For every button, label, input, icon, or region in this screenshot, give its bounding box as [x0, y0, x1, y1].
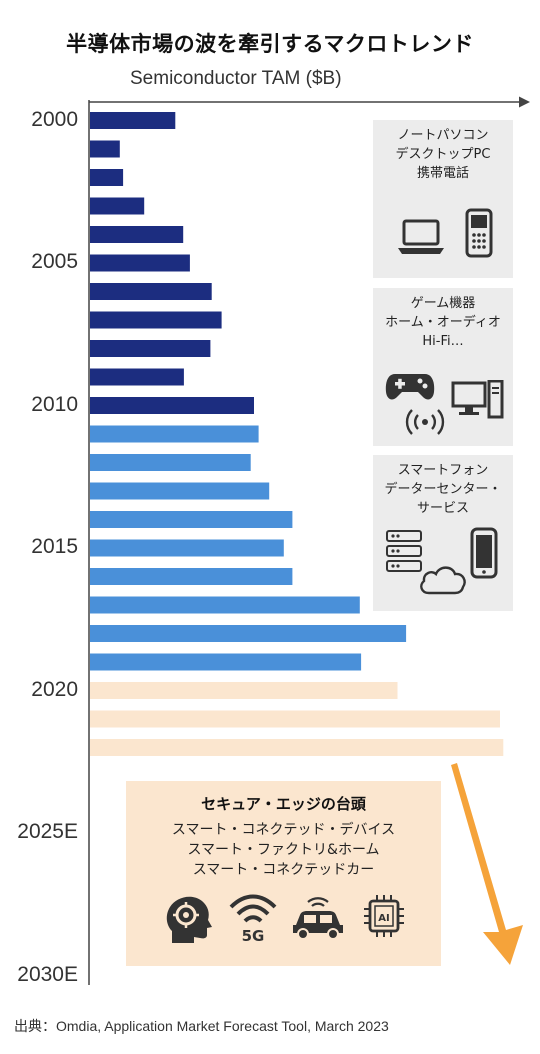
5g-label: 5G	[242, 927, 265, 943]
edge-line: スマート・コネクテッドカー	[192, 862, 375, 878]
5g-wifi-icon: 5G	[229, 894, 277, 943]
source-note: 出典：Omdia, Application Market Forecast To…	[14, 1018, 389, 1034]
bar-2009	[90, 368, 184, 386]
info-line: ゲーム機器	[410, 296, 476, 311]
bar-2011	[90, 425, 259, 443]
bar-2008	[90, 340, 211, 357]
y-tick-label: 2005	[31, 250, 78, 273]
edge-box-title: セキュア・エッジの台頭	[201, 795, 366, 813]
bar-2001	[90, 140, 120, 158]
bar-2022	[90, 739, 504, 756]
game-controller-icon	[385, 374, 435, 400]
bar-2002	[90, 169, 124, 186]
bar-2013	[90, 482, 270, 500]
desktop-computer-icon	[451, 380, 504, 419]
smartphone-icon	[470, 527, 498, 579]
info-line: ホーム・オーディオ	[385, 315, 501, 330]
wireless-speaker-icon	[405, 409, 445, 435]
chart-title: 半導体市場の波を牽引するマクロトレンド	[66, 32, 474, 56]
info-line: サービス	[416, 501, 469, 516]
info-line: 携帯電話	[416, 166, 469, 181]
bar-2021	[90, 710, 500, 728]
info-box-consumer-era: ゲーム機器 ホーム・オーディオ Hi-Fi…	[373, 288, 513, 446]
bar-2020	[90, 682, 398, 699]
info-box-pc-era: ノートパソコン デスクトップPC 携帯電話	[373, 120, 513, 278]
edge-line: スマート・コネクテッド・デバイス	[171, 822, 396, 838]
x-axis-title: Semiconductor TAM ($B)	[130, 68, 342, 89]
bar-2006	[90, 283, 212, 300]
ai-head-icon	[166, 896, 212, 943]
bar-2015	[90, 539, 284, 557]
cloud-icon	[420, 566, 466, 595]
info-line: デスクトップPC	[395, 147, 491, 162]
y-tick-label: 2025E	[17, 820, 78, 843]
y-tick-label: 2010	[31, 392, 78, 416]
bar-2018	[90, 625, 407, 642]
y-tick-label: 2000	[31, 107, 78, 131]
bar-2005	[90, 254, 190, 272]
info-line: ノートパソコン	[397, 128, 489, 143]
info-line: スマートフォン	[397, 463, 489, 478]
connected-car-icon	[293, 897, 343, 940]
info-box-mobile-era: スマートフォン データーセンター・ サービス	[373, 455, 513, 611]
y-tick-label: 2030E	[17, 962, 78, 986]
bar-2000	[90, 112, 176, 129]
ai-label: AI	[378, 913, 389, 924]
info-line: Hi-Fi…	[422, 334, 464, 349]
bar-2017	[90, 596, 360, 614]
info-line: データーセンター・	[384, 482, 502, 497]
x-axis-arrowhead	[519, 96, 530, 108]
ai-chip-icon: AI	[364, 895, 404, 937]
growth-arrow	[451, 763, 523, 965]
server-rack-icon	[386, 530, 422, 572]
edge-line: スマート・ファクトリ&ホーム	[187, 842, 380, 858]
bar-2007	[90, 311, 222, 329]
mobile-phone-icon	[465, 208, 493, 258]
secure-edge-box: セキュア・エッジの台頭 スマート・コネクテッド・デバイス スマート・ファクトリ&…	[126, 781, 441, 966]
bar-2014	[90, 511, 293, 528]
bar-2004	[90, 226, 184, 243]
y-tick-label: 2020	[31, 677, 78, 701]
laptop-icon	[398, 219, 444, 254]
bar-2012	[90, 454, 251, 471]
y-tick-label: 2015	[31, 535, 78, 558]
bar-2019	[90, 653, 362, 671]
bar-2003	[90, 197, 145, 215]
bar-2010	[90, 397, 254, 414]
bar-2016	[90, 568, 293, 585]
